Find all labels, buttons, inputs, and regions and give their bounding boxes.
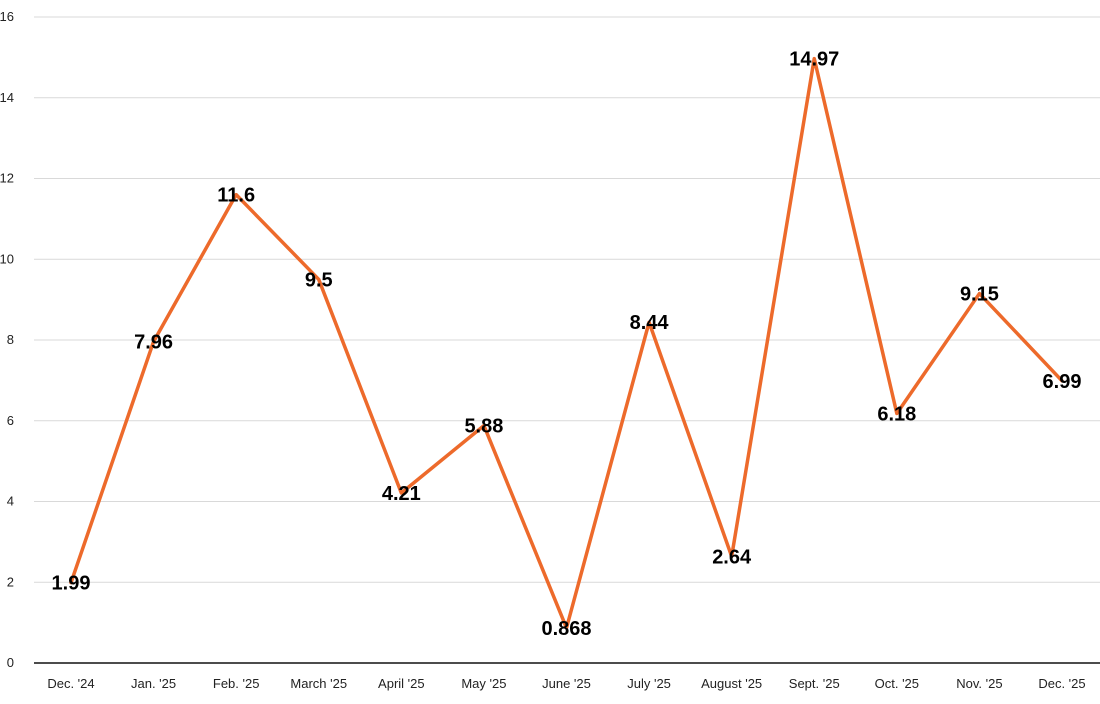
data-label: 4.21	[382, 483, 421, 505]
x-tick-label: July '25	[627, 676, 671, 691]
x-tick-label: April '25	[378, 676, 425, 691]
data-label: 0.868	[541, 618, 591, 640]
x-tick-label: May '25	[461, 676, 506, 691]
data-label: 6.18	[877, 403, 916, 425]
x-tick-label: Nov. '25	[956, 676, 1002, 691]
data-label: 8.44	[630, 312, 670, 334]
data-label: 6.99	[1043, 371, 1082, 393]
data-label: 9.5	[305, 269, 333, 291]
x-tick-label: June '25	[542, 676, 591, 691]
data-label: 1.99	[52, 573, 91, 595]
y-axis-tick-labels: 0 2 4 6 8 10 12 14 16	[0, 9, 14, 670]
x-tick-label: Oct. '25	[875, 676, 919, 691]
x-tick-label: August '25	[701, 676, 762, 691]
data-label: 11.6	[217, 185, 255, 207]
y-tick-label: 14	[0, 90, 14, 105]
y-tick-label: 10	[0, 251, 14, 266]
x-axis-tick-labels: Dec. '24 Jan. '25 Feb. '25 March '25 April '…	[47, 676, 1085, 691]
x-tick-label: Sept. '25	[789, 676, 840, 691]
x-tick-label: Dec. '25	[1038, 676, 1085, 691]
series	[69, 56, 1064, 630]
x-tick-label: Feb. '25	[213, 676, 260, 691]
y-tick-label: 16	[0, 9, 14, 24]
gridlines	[34, 16, 1100, 583]
y-tick-label: 12	[0, 171, 14, 186]
y-tick-label: 2	[7, 574, 14, 589]
y-tick-label: 8	[7, 332, 14, 347]
x-tick-label: March '25	[290, 676, 347, 691]
data-label: 5.88	[464, 416, 503, 438]
x-tick-label: Dec. '24	[47, 676, 94, 691]
y-tick-label: 4	[7, 494, 14, 509]
x-tick-label: Jan. '25	[131, 676, 176, 691]
data-label: 2.64	[712, 546, 752, 568]
y-tick-label: 0	[7, 655, 14, 670]
data-label: 14.97	[789, 49, 839, 71]
series-line	[69, 56, 1064, 630]
data-labels: 1.99 7.96 11.6 9.5 4.21 5.88 0.868 8.44 2.64 14.9…	[52, 49, 1082, 640]
data-label: 9.15	[960, 284, 999, 306]
data-label: 7.96	[134, 332, 173, 354]
y-tick-label: 6	[7, 413, 14, 428]
